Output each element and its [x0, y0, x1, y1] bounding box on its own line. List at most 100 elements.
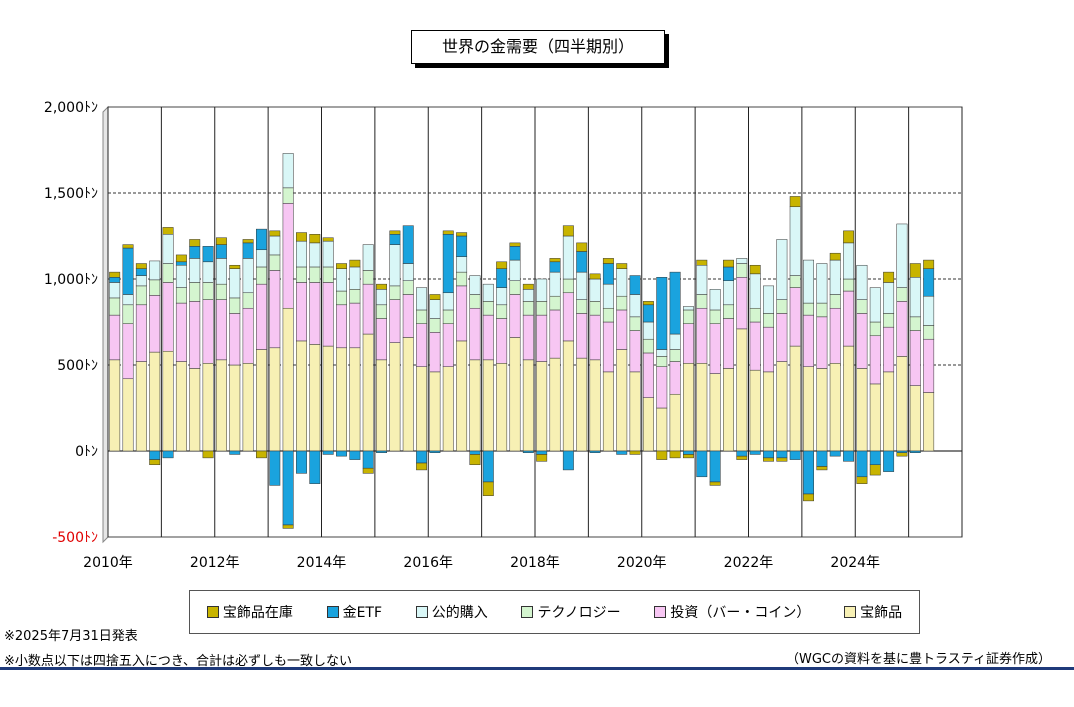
bar-segment — [602, 263, 614, 285]
x-tick-label: 2020年 — [617, 555, 667, 571]
chart-legend: 宝飾品在庫 金ETF 公的購入 テクノロジー 投資（バー・コイン） 宝飾品 — [189, 590, 920, 634]
bar-segment — [296, 340, 307, 452]
bar-segment — [522, 450, 534, 453]
bar-segment — [816, 302, 828, 318]
legend-label: 金ETF — [342, 605, 383, 621]
bar-segment — [282, 187, 294, 204]
bar-segment — [843, 230, 855, 244]
bar-segment — [909, 385, 921, 452]
bar-segment — [296, 450, 307, 474]
bar-segment — [803, 302, 815, 316]
bar-segment — [682, 306, 694, 311]
bar-segment — [896, 356, 908, 452]
bar-segment — [869, 450, 881, 466]
bar-segment — [629, 294, 641, 318]
bar-segment — [189, 258, 201, 283]
published-note: ※2025年7月31日発表 — [4, 629, 138, 644]
bar-segment — [376, 318, 388, 361]
bar-segment — [255, 450, 267, 459]
bar-segment — [642, 338, 654, 354]
bar-segment — [442, 230, 454, 235]
bar-segment — [923, 295, 935, 326]
bar-segment — [829, 294, 841, 309]
bar-segment — [496, 318, 508, 364]
bar-segment — [629, 275, 641, 295]
bar-segment — [416, 309, 428, 324]
bar-segment — [442, 292, 454, 311]
bar-segment — [522, 314, 534, 361]
bar-segment — [696, 294, 708, 309]
bar-segment — [296, 266, 307, 283]
bar-segment — [402, 280, 414, 295]
bar-segment — [189, 301, 201, 369]
bar-segment — [482, 314, 494, 361]
bar-segment — [122, 323, 134, 380]
bar-segment — [242, 258, 254, 294]
bar-segment — [776, 239, 788, 300]
bar-segment — [709, 373, 721, 452]
bar-segment — [349, 450, 361, 460]
bar-segment — [429, 294, 441, 300]
bar-segment — [469, 294, 481, 309]
bar-segment — [589, 273, 601, 280]
bar-segment — [349, 266, 361, 290]
bar-segment — [215, 244, 227, 259]
bar-segment — [522, 289, 534, 302]
bar-segment — [229, 313, 241, 366]
bar-segment — [696, 363, 708, 452]
bar-segment — [923, 268, 935, 297]
legend-label: 投資（バー・コイン） — [670, 605, 811, 621]
source-note: （WGCの資料を基に豊トラスティ証券作成） — [786, 652, 1051, 667]
bar-segment — [549, 309, 561, 359]
bar-segment — [162, 227, 174, 235]
legend-swatch — [415, 606, 428, 618]
bar-segment — [763, 313, 774, 328]
bar-segment — [869, 383, 881, 452]
bar-segment — [122, 378, 134, 452]
bar-segment — [469, 307, 481, 361]
x-tick-label: 2024年 — [830, 555, 880, 571]
bar-segment — [696, 259, 708, 266]
bar-segment — [362, 283, 374, 335]
bar-segment — [869, 464, 881, 476]
bar-segment — [669, 450, 681, 459]
bar-segment — [682, 363, 694, 452]
bar-segment — [109, 314, 121, 361]
bar-segment — [562, 340, 574, 452]
bar-segment — [789, 206, 801, 276]
bar-segment — [482, 450, 494, 483]
bar-segment — [496, 304, 508, 319]
bar-segment — [749, 273, 761, 309]
bar-segment — [536, 301, 548, 316]
bar-segment — [522, 283, 534, 290]
bar-segment — [149, 260, 161, 281]
bar-segment — [776, 361, 788, 452]
bar-segment — [536, 278, 548, 302]
bar-segment — [482, 359, 494, 452]
bar-segment — [149, 279, 161, 296]
bar-segment — [135, 268, 147, 276]
bar-segment — [429, 450, 441, 453]
bar-segment — [309, 282, 321, 345]
bar-segment — [269, 347, 281, 452]
bar-segment — [576, 357, 588, 452]
bar-segment — [602, 321, 614, 373]
y-tick-label: 500ﾄﾝ — [57, 358, 98, 374]
bar-segment — [322, 237, 334, 242]
bar-segment — [202, 246, 214, 263]
bar-segment — [202, 450, 214, 459]
bar-segment — [442, 234, 454, 294]
bar-segment — [696, 264, 708, 295]
bar-segment — [909, 263, 921, 278]
bar-segment — [522, 301, 534, 316]
bar-segment — [362, 270, 374, 285]
bar-segment — [149, 459, 161, 466]
legend-item: テクノロジー — [521, 602, 621, 622]
bar-segment — [162, 450, 174, 459]
plot-side-wall — [102, 105, 109, 544]
bar-segment — [149, 295, 161, 353]
bar-segment — [749, 450, 761, 455]
bar-segment — [749, 369, 761, 452]
bar-segment — [789, 450, 801, 460]
bar-segment — [282, 203, 294, 309]
